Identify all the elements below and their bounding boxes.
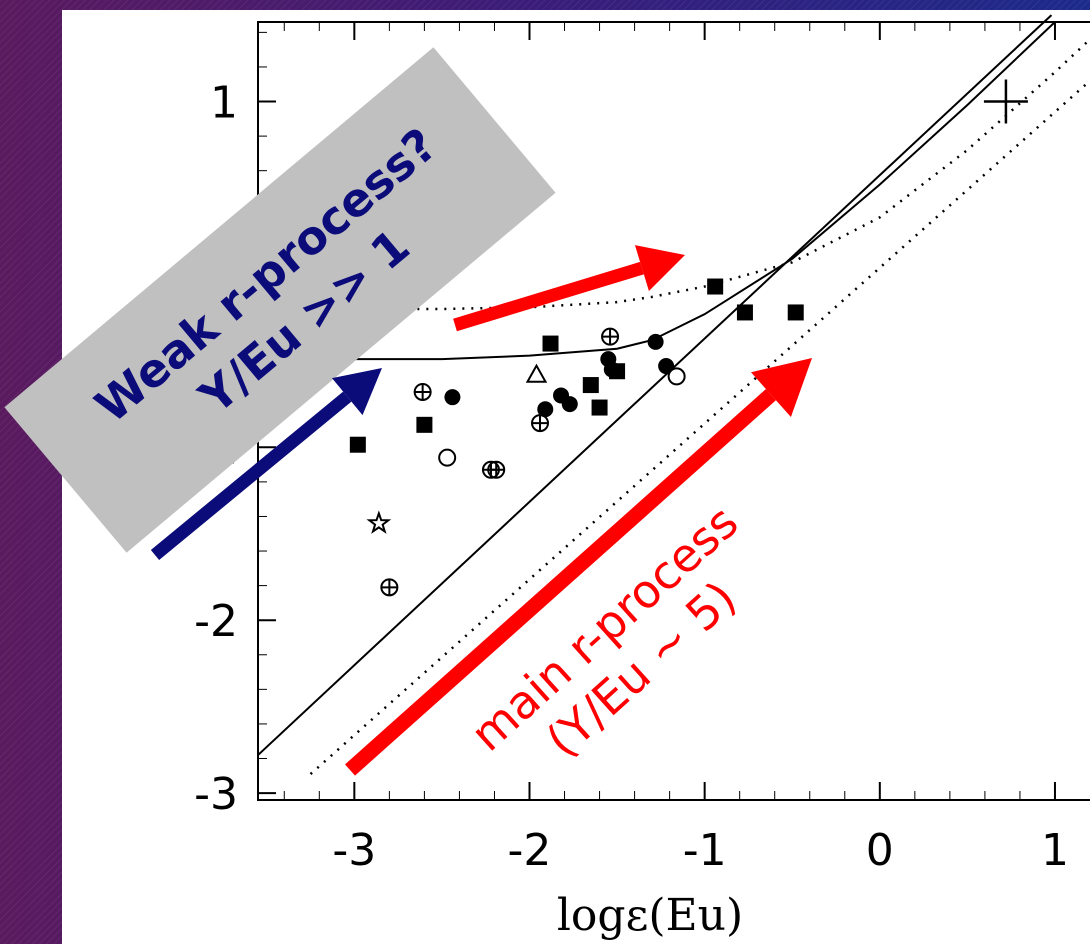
point bbox=[561, 396, 578, 413]
point bbox=[525, 363, 548, 383]
y-tick-label: 1 bbox=[210, 78, 238, 129]
point bbox=[787, 304, 804, 321]
x-tick-label: 0 bbox=[866, 825, 894, 876]
y-tick-label: -2 bbox=[194, 596, 238, 647]
point bbox=[531, 414, 550, 433]
point bbox=[582, 377, 599, 394]
y-tick-label: -3 bbox=[194, 769, 238, 820]
x-tick-label: -1 bbox=[683, 825, 727, 876]
point bbox=[983, 79, 1028, 124]
point bbox=[542, 335, 559, 352]
x-tick-label: 1 bbox=[1041, 825, 1069, 876]
point bbox=[707, 278, 724, 295]
x-tick-label: -2 bbox=[508, 825, 552, 876]
point bbox=[366, 510, 392, 534]
point bbox=[603, 361, 620, 378]
point bbox=[416, 416, 433, 433]
box bbox=[4, 47, 556, 553]
arrow bbox=[150, 391, 352, 561]
point bbox=[444, 389, 461, 406]
arrow-head bbox=[332, 368, 382, 416]
point bbox=[487, 460, 506, 479]
point bbox=[438, 448, 457, 467]
point bbox=[601, 327, 620, 346]
point bbox=[736, 304, 753, 321]
model-line bbox=[354, 21, 1056, 361]
x-tick-label: -3 bbox=[332, 825, 376, 876]
x-axis-label: logε(Eu) bbox=[557, 890, 743, 941]
arrow bbox=[453, 261, 644, 332]
arrow bbox=[345, 389, 776, 776]
arrow-head bbox=[750, 358, 812, 417]
point bbox=[667, 367, 686, 386]
arrow-head bbox=[634, 245, 685, 292]
point bbox=[413, 383, 432, 401]
panel bbox=[62, 10, 1090, 944]
point bbox=[380, 578, 399, 597]
point bbox=[591, 399, 608, 416]
point bbox=[349, 436, 366, 453]
annotation-box: Weak r-process?Y/Eu >> 1 bbox=[4, 47, 556, 553]
point bbox=[647, 333, 664, 350]
point bbox=[537, 401, 554, 418]
point bbox=[658, 358, 675, 375]
model-line bbox=[257, 14, 1053, 756]
